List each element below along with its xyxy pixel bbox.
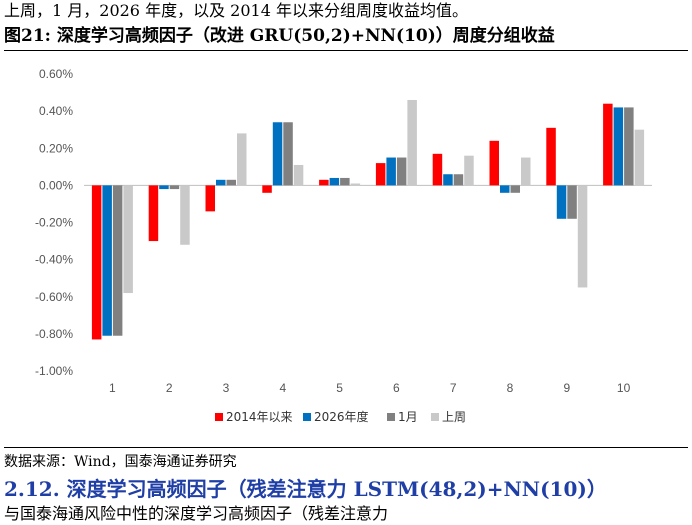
x-tick-label: 9	[563, 381, 570, 395]
bar-1-cat-9	[546, 127, 556, 186]
bar-4-cat-10	[634, 129, 645, 186]
figure-title: 图21: 深度学习高频因子（改进 GRU(50,2)+NN(10)）周度分组收益	[4, 26, 555, 46]
bar-2-cat-1	[102, 185, 112, 336]
bar-4-cat-6	[407, 99, 417, 186]
y-tick-label: -0.40%	[35, 253, 73, 267]
y-tick-label: -0.20%	[35, 216, 73, 230]
y-tick-label: -0.80%	[35, 327, 73, 341]
y-tick-label: 0.20%	[39, 141, 73, 155]
x-tick-label: 1	[109, 381, 116, 395]
bar-2-cat-3	[216, 179, 226, 186]
body-text-line: 与国泰海通风险中性的深度学习高频因子（残差注意力	[4, 504, 389, 523]
x-tick-label: 3	[223, 381, 230, 395]
bar-2-cat-7	[443, 174, 453, 186]
y-tick-label: 0.40%	[39, 104, 73, 118]
x-axis: 1 2 3 4 5 6 7 8 9 10	[109, 381, 631, 395]
y-axis: 0.60% 0.40% 0.20% 0.00% -0.20% -0.40% -0.60% -0…	[35, 67, 73, 378]
legend-label: 1月	[398, 410, 418, 424]
y-tick-label: 0.60%	[39, 67, 73, 81]
legend-swatch	[215, 413, 223, 421]
bar-4-cat-3	[237, 133, 247, 186]
bar-1-cat-10	[603, 103, 613, 186]
bar-4-cat-8	[521, 157, 531, 186]
bar-1-cat-2	[148, 185, 159, 242]
source-note: 数据来源：Wind，国泰海通证券研究	[4, 454, 237, 470]
bar-1-cat-4	[262, 185, 272, 193]
x-tick-label: 4	[279, 381, 286, 395]
top-rule	[4, 50, 688, 51]
bar-3-cat-7	[453, 174, 464, 186]
x-tick-label: 2	[166, 381, 173, 395]
intro-text: 上周，1 月，2026 年度，以及 2014 年以来分组周度收益均值。	[4, 1, 468, 20]
y-tick-label: -1.00%	[35, 364, 73, 378]
x-tick-label: 8	[507, 381, 514, 395]
bar-1-cat-3	[205, 185, 215, 212]
bottom-rule	[4, 447, 688, 448]
bar-3-cat-9	[567, 185, 577, 219]
legend-label: 上周	[442, 410, 466, 424]
x-tick-label: 5	[336, 381, 343, 395]
bar-2-cat-8	[500, 185, 510, 193]
bar-2-cat-9	[556, 185, 567, 219]
legend: 2014年以来 2026年度 1月 上周	[215, 409, 466, 424]
bar-4-cat-7	[464, 155, 474, 186]
bar-1-cat-5	[319, 179, 329, 186]
bar-1-cat-8	[489, 140, 499, 186]
y-tick-label: -0.60%	[35, 290, 73, 304]
bar-2-cat-2	[159, 185, 169, 190]
legend-label: 2014年以来	[226, 410, 293, 424]
bar-3-cat-8	[510, 185, 520, 193]
legend-swatch	[303, 413, 311, 421]
x-tick-label: 10	[617, 381, 631, 395]
bar-2-cat-4	[272, 122, 283, 186]
bar-4-cat-5	[350, 183, 361, 186]
bar-3-cat-1	[112, 185, 123, 336]
bar-1-cat-6	[375, 163, 386, 186]
legend-swatch	[387, 413, 395, 421]
bars-group	[91, 99, 645, 340]
bar-2-cat-5	[329, 177, 340, 186]
bar-3-cat-6	[396, 157, 407, 186]
bar-3-cat-10	[624, 107, 634, 186]
bar-3-cat-4	[283, 122, 293, 186]
bar-4-cat-1	[123, 185, 133, 294]
bar-3-cat-5	[340, 177, 350, 186]
y-tick-label: 0.00%	[39, 178, 73, 192]
legend-label: 2026年度	[314, 409, 369, 424]
bar-3-cat-3	[226, 179, 236, 186]
bar-2-cat-6	[386, 157, 396, 186]
bar-3-cat-2	[169, 185, 180, 190]
bar-4-cat-9	[577, 185, 588, 288]
bar-1-cat-7	[432, 153, 443, 186]
bar-2-cat-10	[613, 107, 624, 186]
x-tick-label: 7	[450, 381, 457, 395]
bar-chart: 0.60% 0.40% 0.20% 0.00% -0.20% -0.40% -0.60% -0…	[35, 67, 652, 424]
legend-swatch	[431, 413, 439, 421]
x-tick-label: 6	[393, 381, 400, 395]
section-heading: 2.12. 深度学习高频因子（残差注意力 LSTM(48,2)+NN(10)）	[4, 477, 607, 501]
bar-4-cat-4	[293, 164, 304, 186]
bar-4-cat-2	[180, 185, 190, 245]
bar-1-cat-1	[91, 185, 102, 340]
